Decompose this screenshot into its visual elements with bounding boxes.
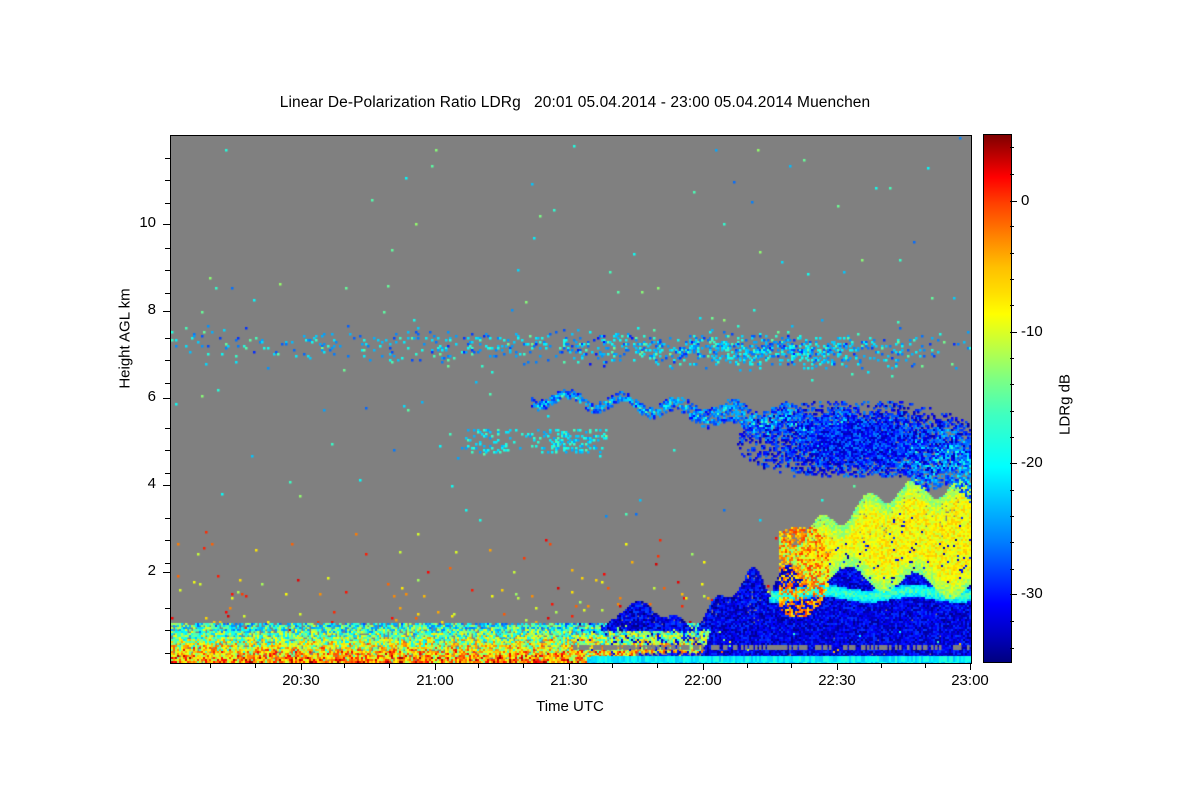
x-axis-title: Time UTC [536, 698, 604, 715]
colorbar-minor-tick [1010, 437, 1014, 438]
x-axis-minor-tick [881, 663, 882, 668]
x-axis-tick [970, 663, 971, 670]
y-axis-tick [163, 311, 170, 312]
y-axis-minor-tick [165, 203, 170, 204]
x-axis-tick [301, 663, 302, 670]
x-axis-tick [435, 663, 436, 670]
colorbar-gradient [983, 134, 1012, 663]
y-axis-minor-tick [165, 653, 170, 654]
x-axis-tick-label: 21:30 [550, 672, 588, 689]
y-axis-tick-label: 2 [147, 562, 156, 579]
colorbar-minor-tick [1010, 305, 1014, 306]
colorbar-minor-tick [1010, 174, 1014, 175]
x-axis-minor-tick [747, 663, 748, 668]
x-axis-minor-tick [791, 663, 792, 668]
y-axis-tick-label: 6 [147, 388, 156, 405]
x-axis-tick [569, 663, 570, 670]
x-axis-minor-tick [523, 663, 524, 668]
x-axis-minor-tick [210, 663, 211, 668]
y-axis-minor-tick [165, 563, 170, 564]
x-axis-minor-tick [255, 663, 256, 668]
y-axis-minor-tick [165, 540, 170, 541]
y-axis-minor-tick [165, 608, 170, 609]
y-axis-tick [163, 398, 170, 399]
x-axis-tick-label: 22:30 [818, 672, 856, 689]
x-axis-minor-tick [925, 663, 926, 668]
colorbar-tick [1010, 332, 1017, 333]
y-axis-tick [163, 224, 170, 225]
y-axis-minor-tick [165, 360, 170, 361]
y-axis-minor-tick [165, 338, 170, 339]
colorbar-tick-label: -20 [1021, 454, 1043, 471]
y-axis-minor-tick [165, 180, 170, 181]
y-axis-minor-tick [165, 630, 170, 631]
x-axis-minor-tick [344, 663, 345, 668]
colorbar-minor-tick [1010, 279, 1014, 280]
y-axis-minor-tick [165, 428, 170, 429]
colorbar-tick [1010, 594, 1017, 595]
y-axis-minor-tick [165, 248, 170, 249]
x-axis-tick-label: 22:00 [684, 672, 722, 689]
colorbar-minor-tick [1010, 569, 1014, 570]
y-axis-minor-tick [165, 270, 170, 271]
y-axis-minor-tick [165, 473, 170, 474]
x-axis-minor-tick [389, 663, 390, 668]
colorbar-tick-label: 0 [1021, 192, 1030, 209]
colorbar-minor-tick [1010, 411, 1014, 412]
y-axis-tick-label: 10 [139, 214, 156, 231]
colorbar-tick [1010, 463, 1017, 464]
colorbar-minor-tick [1010, 358, 1014, 359]
y-axis-minor-tick [165, 158, 170, 159]
y-axis-minor-tick [165, 450, 170, 451]
colorbar-minor-tick [1010, 226, 1014, 227]
colorbar-tick-label: -10 [1021, 323, 1043, 340]
colorbar-minor-tick [1010, 253, 1014, 254]
heatmap-data-canvas [171, 136, 971, 663]
colorbar-tick-label: -30 [1021, 585, 1043, 602]
plot-title: Linear De-Polarization Ratio LDRg 20:01 … [279, 94, 871, 111]
time-height-heatmap[interactable] [170, 135, 972, 664]
y-axis-minor-tick [165, 293, 170, 294]
colorbar-title: LDRg dB [1056, 374, 1074, 435]
x-axis-tick-label: 20:30 [282, 672, 320, 689]
y-axis-minor-tick [165, 383, 170, 384]
x-axis-tick [703, 663, 704, 670]
x-axis-minor-tick [612, 663, 613, 668]
colorbar-minor-tick [1010, 621, 1014, 622]
x-axis-tick [837, 663, 838, 670]
colorbar-minor-tick [1010, 490, 1014, 491]
x-axis-minor-tick [478, 663, 479, 668]
y-axis-tick [163, 572, 170, 573]
y-axis-title: Height AGL km [116, 288, 134, 389]
colorbar-minor-tick [1010, 384, 1014, 385]
colorbar-minor-tick [1010, 648, 1014, 649]
x-axis-tick-label: 21:00 [416, 672, 454, 689]
y-axis-tick [163, 485, 170, 486]
y-axis-tick-label: 4 [147, 475, 156, 492]
colorbar-minor-tick [1010, 516, 1014, 517]
x-axis-tick-label: 23:00 [951, 672, 989, 689]
colorbar-minor-tick [1010, 542, 1014, 543]
colorbar-minor-tick [1010, 147, 1014, 148]
y-axis-minor-tick [165, 518, 170, 519]
colorbar-tick [1010, 201, 1017, 202]
y-axis-tick-label: 8 [147, 301, 156, 318]
x-axis-minor-tick [657, 663, 658, 668]
